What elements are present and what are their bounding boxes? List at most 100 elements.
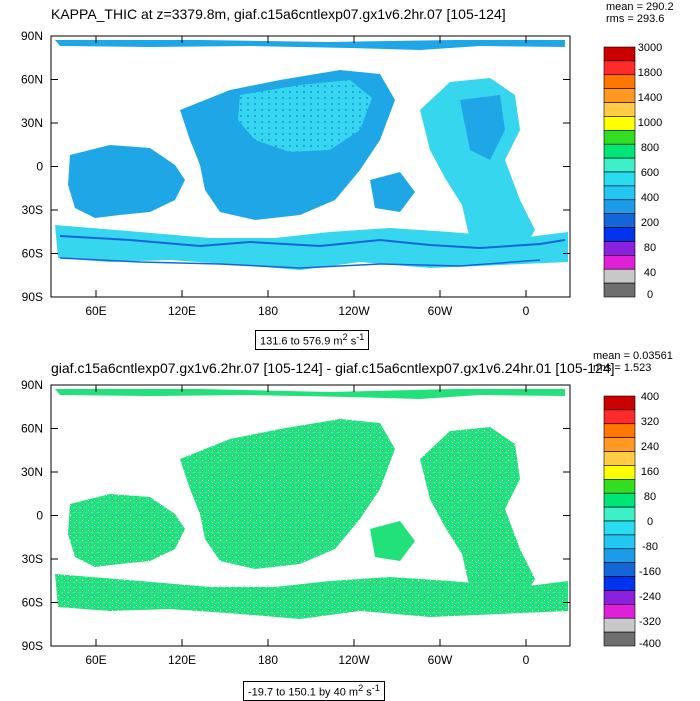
colorbar-label: 0 <box>647 516 653 528</box>
panel2-range-tail: s <box>363 686 372 699</box>
colorbar-swatch <box>603 171 636 187</box>
colorbar-swatch <box>603 617 636 633</box>
lon-tick-label: 180 <box>258 653 278 667</box>
colorbar-swatch <box>603 590 636 605</box>
colorbar-label: 400 <box>641 192 659 204</box>
panel2-map <box>51 385 570 646</box>
panel1-range-sup: 2 <box>342 332 348 342</box>
lon-tick-label: 60W <box>428 653 453 667</box>
panel1-indian <box>68 145 185 218</box>
panel2-mean: mean = 0.03561 <box>593 350 673 362</box>
lon-tick-label: 120W <box>338 653 370 667</box>
colorbar-label: 80 <box>644 491 656 503</box>
colorbar-label: 0 <box>647 289 653 301</box>
lon-tick-label: 0 <box>523 304 530 318</box>
lon-tick-label: 120E <box>168 304 196 318</box>
panel1-title: KAPPA_THIC at z=3379.8m, giaf.c15a6cntle… <box>51 6 506 22</box>
lat-tick-label: 30N <box>21 116 43 130</box>
lat-tick-label: 90N <box>21 29 43 43</box>
panel1-atlantic-deep <box>460 95 505 160</box>
panel2-rms: rms = 1.523 <box>593 362 652 374</box>
lat-tick-label: 0 <box>36 509 43 523</box>
colorbar-label: -400 <box>639 638 661 650</box>
colorbar-label: 800 <box>641 142 659 154</box>
panel2-range-sup2: -1 <box>371 683 380 693</box>
panel2-range-text: -19.7 to 150.1 by 40 m <box>248 686 359 699</box>
colorbar-swatch <box>603 60 636 76</box>
panel1-southern-deep2 <box>59 257 541 269</box>
colorbar-swatch <box>603 437 636 452</box>
colorbar-swatch <box>603 268 636 284</box>
panel1-map <box>51 36 570 297</box>
colorbar-swatch <box>603 213 636 228</box>
panel1-range-sup2: -1 <box>356 332 365 342</box>
lat-tick-label: 0 <box>36 160 43 174</box>
colorbar-label: -160 <box>639 566 661 578</box>
panel1-pacific-speckle <box>238 80 372 152</box>
colorbar-label: 320 <box>641 416 659 428</box>
colorbar-label: -240 <box>639 591 661 603</box>
panel1-rms: rms = 293.6 <box>606 13 665 25</box>
colorbar-label: 1000 <box>638 117 662 129</box>
panel1-southern-deep <box>59 235 566 250</box>
colorbar-swatch <box>603 116 636 131</box>
lon-tick-label: 0 <box>523 653 530 667</box>
colorbar-swatch <box>603 255 636 270</box>
colorbar-label: 160 <box>641 466 659 478</box>
colorbar-swatch <box>603 88 636 103</box>
panel2-colorbar: 400 320 240 160 80 0 -80 -160 -240 -320 -400 <box>603 391 661 650</box>
panel1-ticks: 90N 60N 30N 0 30S 60S 90S 60E 120E 180 120W 60W 0 <box>21 29 570 318</box>
colorbar-swatch <box>603 506 636 522</box>
colorbar-swatch <box>603 576 636 591</box>
colorbar-swatch <box>603 157 636 173</box>
colorbar-swatch <box>603 102 636 117</box>
panel2-east-basin <box>370 521 415 561</box>
lat-tick-label: 60S <box>22 596 43 610</box>
colorbar-swatch <box>603 185 636 201</box>
colorbar-label: 3000 <box>638 42 662 54</box>
colorbar-label: 400 <box>641 391 659 403</box>
lat-tick-label: 30N <box>21 465 43 479</box>
colorbar-swatch <box>603 548 636 563</box>
panel2-indian <box>68 494 185 567</box>
colorbar-swatch <box>603 46 636 62</box>
panel1-range-tail: s <box>347 335 357 348</box>
lat-tick-label: 90S <box>22 639 43 653</box>
colorbar-swatch <box>603 241 636 256</box>
colorbar-swatch <box>603 520 636 536</box>
panel2-range-box: -19.7 to 150.1 by 40 m2 s-1 <box>243 681 385 701</box>
colorbar-swatch <box>603 74 636 89</box>
lat-tick-label: 90N <box>21 378 43 392</box>
panel2-title: giaf.c15a6cntlexp07.gx1v6.2hr.07 [105-12… <box>51 360 615 376</box>
panel1-mean: mean = 290.2 <box>606 1 674 13</box>
colorbar-swatch <box>603 130 636 145</box>
lat-tick-label: 30S <box>22 552 43 566</box>
panel2-pacific <box>180 419 395 569</box>
panel1-southern <box>55 225 568 270</box>
panel2-ticks: 90N 60N 30N 0 30S 60S 90S 60E 120E 180 120W 60W 0 <box>21 378 570 667</box>
panel2-stats: mean = 0.03561 rms = 1.523 <box>593 350 673 374</box>
colorbar-swatch <box>603 465 636 480</box>
colorbar-label: 40 <box>644 267 656 279</box>
lat-tick-label: 60S <box>22 247 43 261</box>
panel1-atlantic <box>420 78 535 258</box>
lon-tick-label: 120E <box>168 653 196 667</box>
colorbar-label: 200 <box>641 217 659 229</box>
lon-tick-label: 60E <box>85 304 106 318</box>
lon-tick-label: 120W <box>338 304 370 318</box>
panel2-range-sup: 2 <box>358 683 364 693</box>
colorbar-swatch <box>603 631 636 647</box>
panel2-atlantic <box>420 427 535 607</box>
colorbar-label: 1800 <box>638 67 662 79</box>
colorbar-swatch <box>603 227 636 242</box>
colorbar-swatch <box>603 451 636 466</box>
colorbar-label: -320 <box>639 616 661 628</box>
colorbar-label: 80 <box>644 242 656 254</box>
panel1-range-text: 131.6 to 576.9 m <box>260 335 343 348</box>
colorbar-swatch <box>603 479 636 494</box>
colorbar-label: 600 <box>641 167 659 179</box>
colorbar-swatch <box>603 423 636 438</box>
colorbar-swatch <box>603 199 636 214</box>
